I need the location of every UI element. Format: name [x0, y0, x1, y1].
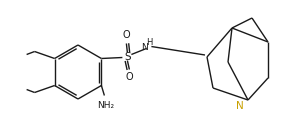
- Text: O: O: [123, 31, 130, 40]
- Text: H: H: [146, 38, 152, 47]
- Text: N: N: [141, 43, 148, 52]
- Text: NH₂: NH₂: [97, 100, 114, 109]
- Text: S: S: [124, 51, 131, 62]
- Text: N: N: [236, 101, 244, 111]
- Text: O: O: [126, 72, 133, 83]
